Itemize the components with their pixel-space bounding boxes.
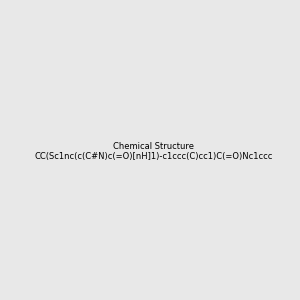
Text: Chemical Structure
CC(Sc1nc(c(C#N)c(=O)[nH]1)-c1ccc(C)cc1)C(=O)Nc1ccc: Chemical Structure CC(Sc1nc(c(C#N)c(=O)[…	[34, 142, 273, 161]
